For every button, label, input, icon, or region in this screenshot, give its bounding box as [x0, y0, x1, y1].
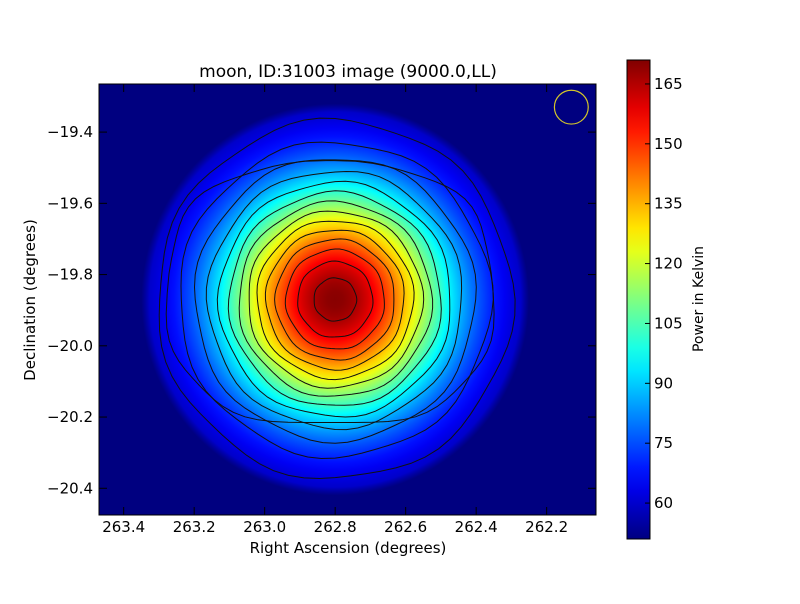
colorbar-fill [627, 60, 650, 539]
contour-line [313, 277, 358, 322]
contour-line [264, 229, 405, 371]
plot-frame [98, 83, 597, 516]
chart-title: moon, ID:31003 image (9000.0,LL) [199, 62, 497, 82]
contour-line [274, 238, 395, 361]
contour-line [193, 159, 477, 444]
beam-circle [553, 89, 589, 125]
colorbar-tick-label: 60 [654, 494, 673, 512]
colorbar-tick-label: 120 [654, 255, 683, 273]
x-tick-label: 262.4 [455, 518, 498, 536]
contour-line [284, 248, 385, 350]
colorbar-frame [626, 59, 651, 540]
y-tick-label: −20.2 [47, 408, 93, 426]
contour-line [297, 260, 374, 338]
contour-line [158, 117, 516, 480]
contour-line [180, 141, 494, 460]
y-tick-label: −20.0 [47, 337, 93, 355]
x-tick-label: 263.4 [102, 518, 145, 536]
colorbar-ticks: 60 75 90 105 120 135 150 165 [645, 75, 683, 512]
x-axis-label: Right Ascension (degrees) [250, 539, 447, 557]
x-tick-label: 263.0 [243, 518, 286, 536]
x-tick-label: 262.6 [384, 518, 427, 536]
x-axis-ticks: 263.4 263.2 263.0 262.8 262.6 262.4 262.2 [102, 84, 568, 536]
contour-lines [158, 117, 516, 480]
contour-line [248, 210, 425, 389]
contour-line [238, 200, 434, 397]
contour-line [205, 170, 463, 431]
y-axis-ticks: −19.4 −19.6 −19.8 −20.0 −20.2 −20.4 [47, 123, 596, 497]
colorbar-tick-label: 90 [654, 374, 673, 392]
y-tick-label: −19.6 [47, 194, 93, 212]
contour-line [216, 180, 451, 418]
colorbar-label: Power in Kelvin [691, 246, 707, 352]
plot-area: 263.4 263.2 263.0 262.8 262.6 262.4 262.2 −19.… [47, 83, 597, 536]
contour-line [227, 190, 442, 406]
colorbar-tick-label: 105 [654, 314, 683, 332]
x-tick-label: 262.8 [314, 518, 357, 536]
y-tick-label: −19.4 [47, 123, 93, 141]
contour-line [165, 159, 495, 423]
colorbar: 60 75 90 105 120 135 150 165 Power in Kelvin [626, 59, 707, 540]
contour-line [256, 220, 415, 381]
y-tick-label: −20.4 [47, 479, 93, 497]
colorbar-tick-label: 75 [654, 434, 673, 452]
source-emission [141, 103, 530, 496]
x-tick-label: 262.2 [525, 518, 568, 536]
colorbar-tick-label: 135 [654, 195, 683, 213]
colorbar-tick-label: 165 [654, 75, 683, 93]
heatmap-layer [141, 89, 589, 496]
x-tick-label: 263.2 [173, 518, 216, 536]
y-tick-label: −19.8 [47, 266, 93, 284]
y-axis-label: Declination (degrees) [21, 219, 39, 381]
colorbar-tick-label: 150 [654, 135, 683, 153]
